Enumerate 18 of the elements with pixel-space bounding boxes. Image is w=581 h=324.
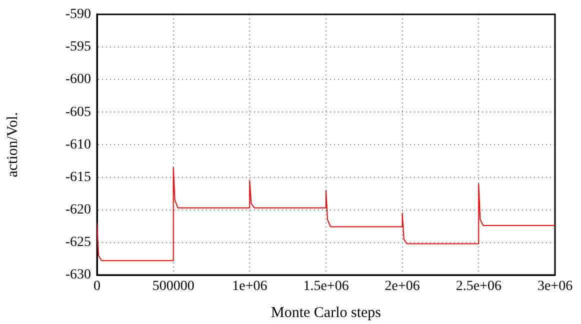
y-tick-label: -630 [65, 268, 91, 283]
x-tick-label: 1.5e+06 [303, 279, 349, 294]
y-tick-label: -590 [65, 7, 91, 22]
y-tick-label: -610 [65, 137, 91, 152]
y-tick-label: -625 [65, 235, 91, 250]
x-tick-label: 2.5e+06 [456, 279, 502, 294]
x-tick-label: 0 [94, 279, 100, 294]
y-axis-title: action/Vol. [4, 112, 21, 178]
y-tick-label: -605 [65, 104, 91, 120]
x-tick-label: 3e+06 [537, 279, 573, 294]
y-tick-label: -615 [65, 170, 91, 185]
x-tick-label: 500000 [152, 279, 194, 294]
x-tick-label: 1e+06 [232, 279, 268, 294]
y-tick-label: -600 [65, 72, 91, 88]
x-tick-label: 2e+06 [384, 279, 420, 294]
y-tick-label: -620 [65, 202, 91, 218]
x-axis-title: Monte Carlo steps [271, 304, 382, 321]
y-tick-label: -595 [65, 40, 91, 55]
